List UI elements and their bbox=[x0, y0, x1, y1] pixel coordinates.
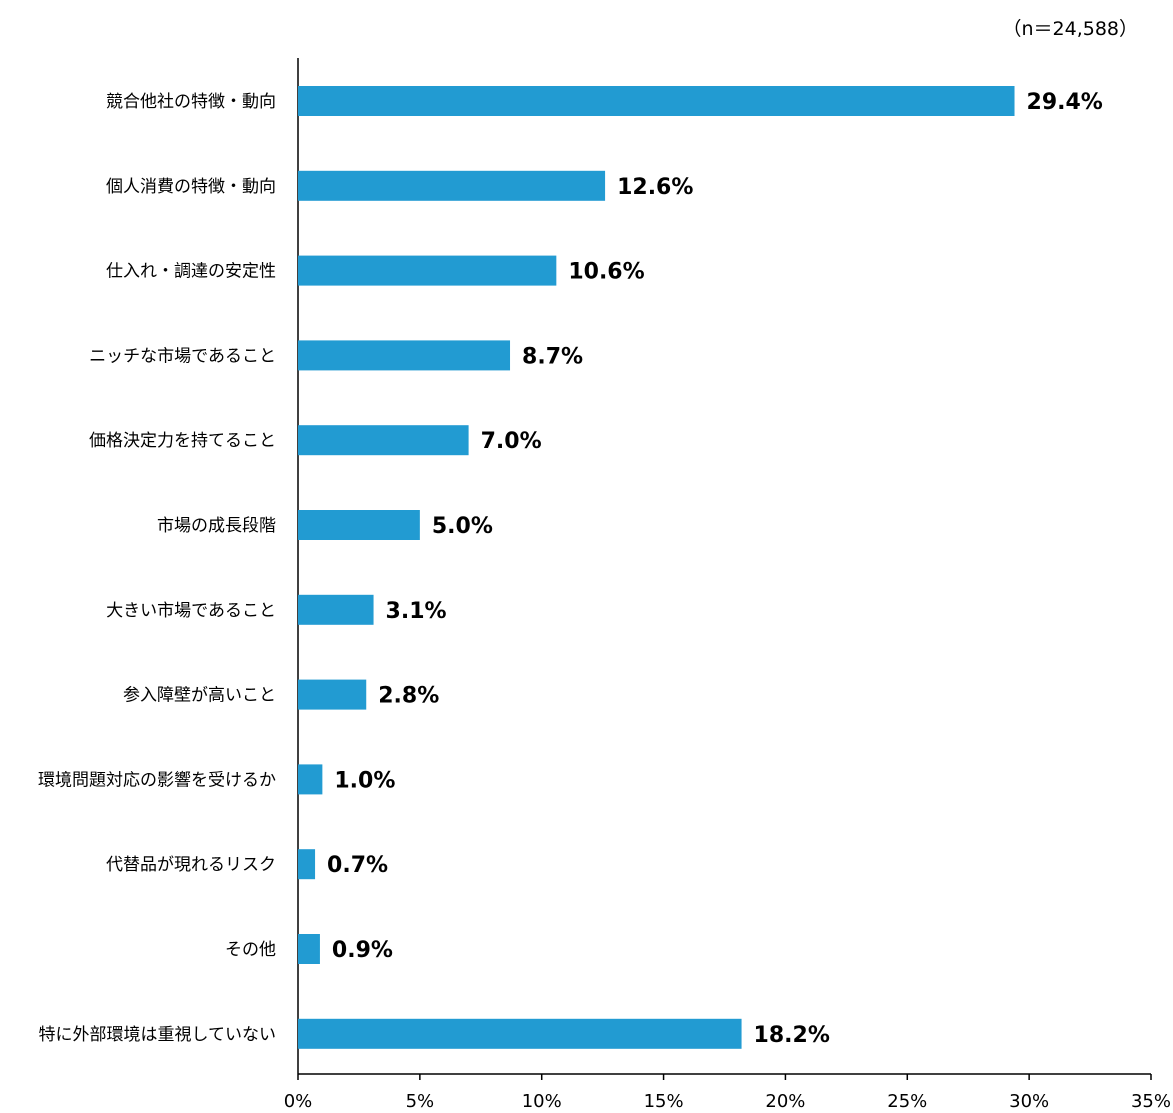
bar bbox=[298, 340, 511, 371]
bar bbox=[298, 425, 469, 456]
bar bbox=[298, 764, 323, 795]
value-label: 0.7% bbox=[327, 853, 388, 878]
category-label: その他 bbox=[225, 940, 276, 960]
category-label: 市場の成長段階 bbox=[157, 516, 276, 536]
value-label: 18.2% bbox=[754, 1023, 830, 1048]
axes: 0% 5% 10% 15% 20% 25% 30% 35% bbox=[284, 58, 1171, 1112]
value-label: 5.0% bbox=[432, 514, 493, 539]
category-label: 特に外部環境は重視していない bbox=[39, 1025, 277, 1045]
bar bbox=[298, 1018, 742, 1049]
category-label: 参入障壁が高いこと bbox=[123, 686, 276, 706]
x-tick-label: 30% bbox=[1009, 1091, 1049, 1112]
value-label: 1.0% bbox=[334, 768, 395, 793]
category-label: ニッチな市場であること bbox=[89, 346, 276, 366]
value-label: 10.6% bbox=[568, 260, 644, 285]
value-label: 8.7% bbox=[522, 344, 583, 369]
x-tick-label: 5% bbox=[406, 1091, 435, 1112]
x-tick-label: 0% bbox=[284, 1091, 313, 1112]
bar bbox=[298, 934, 320, 964]
category-label: 代替品が現れるリスク bbox=[106, 855, 276, 875]
bar bbox=[298, 594, 374, 625]
value-label: 12.6% bbox=[617, 175, 693, 200]
category-label: 環境問題対応の影響を受けるか bbox=[38, 770, 276, 790]
value-label: 3.1% bbox=[386, 599, 447, 624]
x-tick-label: 15% bbox=[644, 1091, 684, 1112]
value-label: 2.8% bbox=[378, 684, 439, 709]
bar bbox=[298, 170, 606, 201]
sample-size-note: （n＝24,588） bbox=[1002, 18, 1138, 40]
value-label: 0.9% bbox=[332, 938, 393, 963]
x-tick-label: 35% bbox=[1131, 1091, 1171, 1112]
bar bbox=[298, 849, 316, 880]
bar bbox=[298, 679, 367, 710]
category-label: 価格決定力を持てること bbox=[89, 431, 276, 451]
category-label: 大きい市場であること bbox=[106, 601, 276, 621]
bar bbox=[298, 255, 557, 286]
value-label: 7.0% bbox=[481, 429, 542, 454]
x-tick-label: 20% bbox=[765, 1091, 805, 1112]
bar bbox=[298, 86, 1015, 116]
bar bbox=[298, 510, 420, 540]
category-label: 競合他社の特徴・動向 bbox=[106, 92, 276, 112]
labels: 競合他社の特徴・動向 29.4% 個人消費の特徴・動向 12.6% 仕入れ・調達の安定性… bbox=[38, 90, 1103, 1048]
value-label: 29.4% bbox=[1027, 90, 1103, 115]
x-tick-label: 25% bbox=[887, 1091, 927, 1112]
category-label: 仕入れ・調達の安定性 bbox=[106, 262, 276, 282]
bars bbox=[298, 86, 1015, 1049]
category-label: 個人消費の特徴・動向 bbox=[106, 177, 276, 197]
x-tick-label: 10% bbox=[522, 1091, 562, 1112]
